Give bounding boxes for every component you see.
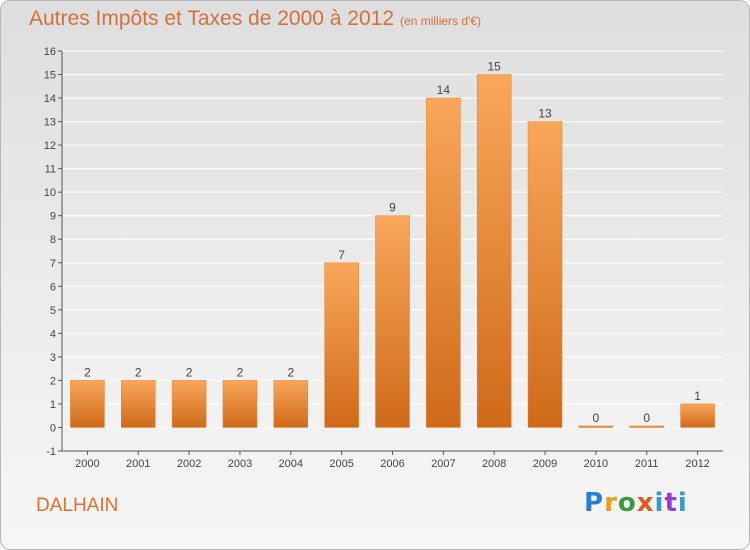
- y-tick-label: 12: [44, 140, 56, 152]
- y-tick-label: 2: [50, 375, 56, 387]
- x-tick-label: 2001: [126, 458, 150, 470]
- x-tick-label: 2002: [177, 458, 201, 470]
- bar: [121, 380, 156, 428]
- x-tick-label: 2008: [482, 458, 506, 470]
- y-tick-label: 0: [50, 422, 56, 434]
- x-tick-label: 2000: [75, 458, 99, 470]
- data-label: 2: [237, 365, 244, 379]
- bar: [476, 74, 512, 428]
- y-tick-label: 16: [44, 46, 56, 58]
- x-tick-label: 2006: [380, 458, 404, 470]
- data-label: 14: [437, 83, 451, 97]
- y-tick-label: 5: [50, 305, 56, 317]
- data-label: 0: [593, 411, 600, 425]
- y-tick-label: 10: [44, 187, 56, 199]
- x-tick-label: 2009: [533, 458, 557, 470]
- bar: [578, 425, 614, 428]
- x-tick-label: 2012: [685, 458, 709, 470]
- y-tick-label: 14: [44, 93, 56, 105]
- x-tick-label: 2010: [584, 458, 608, 470]
- x-tick-label: 2003: [228, 458, 252, 470]
- y-tick-label: 13: [44, 117, 56, 129]
- bar: [527, 121, 563, 428]
- y-tick-label: -1: [46, 446, 56, 458]
- chart-title-text: Autres Impôts et Taxes de 2000 à 2012: [29, 7, 395, 30]
- y-tick-label: 7: [50, 258, 56, 270]
- bar: [375, 215, 410, 428]
- data-label: 2: [186, 365, 193, 379]
- bars: [70, 74, 715, 428]
- x-tick-label: 2007: [431, 458, 455, 470]
- data-label: 13: [538, 107, 552, 121]
- y-tick-label: 8: [50, 234, 56, 246]
- data-label: 0: [643, 411, 650, 425]
- y-tick-label: 11: [45, 164, 56, 176]
- y-tick-label: 3: [50, 352, 56, 364]
- y-tick-label: 4: [50, 328, 56, 340]
- bar: [222, 380, 258, 428]
- data-label: 15: [488, 60, 502, 74]
- data-label: 2: [287, 365, 294, 379]
- chart-title: Autres Impôts et Taxes de 2000 à 2012 (en…: [29, 7, 481, 31]
- y-tick-label: 9: [50, 211, 56, 223]
- y-tick-label: 6: [50, 281, 56, 293]
- bar: [629, 425, 664, 428]
- labels: -101234567891011121314151622000220012200…: [44, 46, 710, 470]
- data-label: 7: [338, 248, 345, 262]
- bar: [324, 262, 359, 428]
- axes: [58, 50, 723, 455]
- bar: [70, 380, 105, 428]
- bar: [426, 97, 461, 428]
- chart-unit: (en milliers d'€): [400, 14, 482, 28]
- data-label: 1: [694, 389, 701, 403]
- bar: [171, 380, 207, 428]
- x-tick-label: 2005: [329, 458, 353, 470]
- bar: [273, 380, 309, 428]
- proxiti-logo: Proxiti: [584, 488, 688, 518]
- x-tick-label: 2011: [635, 458, 659, 470]
- y-tick-label: 1: [50, 399, 56, 411]
- y-tick-label: 15: [44, 70, 56, 82]
- data-label: 9: [389, 201, 396, 215]
- data-label: 2: [135, 365, 142, 379]
- commune-name: DALHAIN: [36, 495, 119, 516]
- data-label: 2: [84, 365, 91, 379]
- x-tick-label: 2004: [279, 458, 303, 470]
- bar: [680, 403, 715, 428]
